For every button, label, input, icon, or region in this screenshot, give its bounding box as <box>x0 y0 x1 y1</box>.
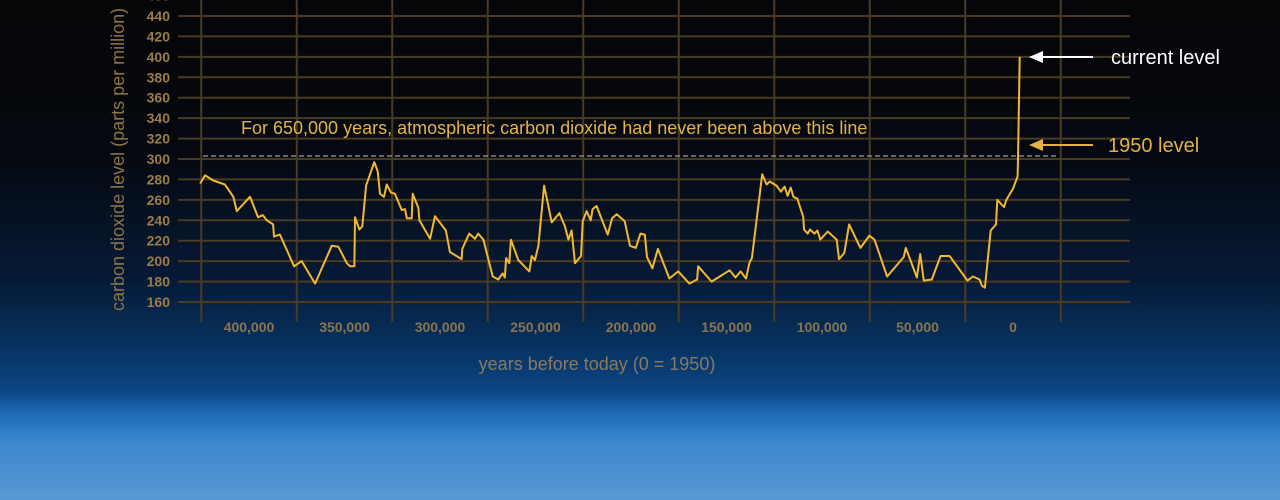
x-axis-ticks: 400,000 350,000 300,000 250,000 200,000 150,0… <box>224 319 1017 335</box>
current-level-annotation: current level <box>1029 47 1220 69</box>
y-axis-label: carbon dioxide level (parts per million) <box>108 8 128 311</box>
y-tick-label: 360 <box>147 90 171 106</box>
y-tick-label: 180 <box>147 274 171 290</box>
1950-level-annotation: 1950 level <box>1029 135 1199 157</box>
x-tick-label: 0 <box>1009 319 1017 335</box>
y-tick-label: 200 <box>147 253 171 269</box>
y-tick-label: 440 <box>147 8 171 24</box>
y-tick-label: 260 <box>147 192 171 208</box>
x-tick-label: 150,000 <box>701 319 752 335</box>
y-tick-label: 160 <box>147 294 171 310</box>
y-tick-label: 420 <box>147 28 171 44</box>
grid <box>178 0 1130 322</box>
co2-series-line <box>199 56 1021 289</box>
y-tick-label: 220 <box>147 233 171 249</box>
y-tick-label: 380 <box>147 69 171 85</box>
1950-level-label: 1950 level <box>1108 135 1199 157</box>
x-tick-label: 50,000 <box>896 319 939 335</box>
arrow-left-icon <box>1029 139 1043 151</box>
x-axis-label: years before today (0 = 1950) <box>479 354 716 374</box>
y-tick-label: 240 <box>147 212 171 228</box>
x-tick-label: 200,000 <box>606 319 657 335</box>
threshold-annotation: For 650,000 years, atmospheric carbon di… <box>241 118 867 138</box>
x-tick-label: 350,000 <box>319 319 370 335</box>
current-level-label: current level <box>1111 47 1220 69</box>
y-tick-label: 400 <box>147 49 171 65</box>
arrow-left-icon <box>1029 51 1043 63</box>
x-tick-label: 250,000 <box>510 319 561 335</box>
y-tick-label: 340 <box>147 110 171 126</box>
y-tick-label: 320 <box>147 131 171 147</box>
y-tick-label: 280 <box>147 171 171 187</box>
x-tick-label: 300,000 <box>415 319 466 335</box>
x-tick-label: 400,000 <box>224 319 275 335</box>
x-tick-label: 100,000 <box>797 319 848 335</box>
y-tick-label: 300 <box>147 151 171 167</box>
y-tick-label: 460 <box>147 0 171 4</box>
y-axis-ticks: 160 180 200 220 240 260 280 300 320 340 360 380 400 4… <box>147 0 171 310</box>
